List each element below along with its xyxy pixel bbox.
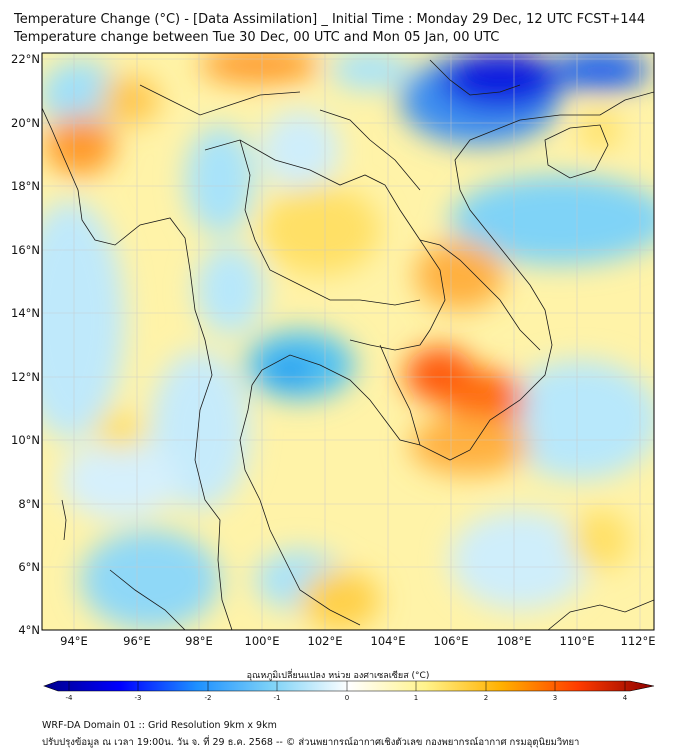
lat-label-20: 20°N [11, 116, 40, 130]
map-frame [41, 52, 655, 631]
lat-label-14: 14°N [11, 306, 40, 320]
lat-label-18: 18°N [11, 179, 40, 193]
lon-label-96: 96°E [123, 634, 151, 648]
map-title-line1: Temperature Change (°C) - [Data Assimila… [14, 12, 646, 27]
colorbar [43, 680, 655, 692]
lon-label-94: 94°E [60, 634, 88, 648]
temperature-field [42, 53, 654, 630]
colorbar-ticks [68, 681, 626, 691]
coastlines-borders [42, 59, 654, 630]
colorbar-tick-label: 2 [483, 694, 489, 702]
lon-label-110: 110°E [559, 634, 595, 648]
colorbar-tick-label: -2 [204, 694, 212, 702]
footer-update-info: ปรับปรุงข้อมูล ณ เวลา 19:00น. วัน จ. ที่… [42, 737, 580, 748]
map-title-line2: Temperature change between Tue 30 Dec, 0… [14, 30, 500, 45]
lon-label-102: 102°E [307, 634, 343, 648]
lon-label-100: 100°E [244, 634, 280, 648]
lat-label-4: 4°N [18, 623, 40, 637]
lat-label-8: 8°N [18, 497, 40, 511]
lon-label-98: 98°E [185, 634, 213, 648]
colorbar-tick-label: -1 [273, 694, 281, 702]
lon-label-108: 108°E [496, 634, 532, 648]
lat-label-6: 6°N [18, 560, 40, 574]
colorbar-tick-label: 4 [622, 694, 628, 702]
colorbar-tick-label: -4 [65, 694, 73, 702]
graticule [42, 53, 654, 630]
lat-label-12: 12°N [11, 370, 40, 384]
lat-label-22: 22°N [11, 52, 40, 66]
lon-label-112: 112°E [620, 634, 656, 648]
lon-label-104: 104°E [370, 634, 406, 648]
colorbar-tick-label: 3 [552, 694, 558, 702]
lon-label-106: 106°E [433, 634, 469, 648]
lat-label-16: 16°N [11, 243, 40, 257]
colorbar-tick-label: -3 [134, 694, 142, 702]
colorbar-tick-label: 0 [344, 694, 350, 702]
colorbar-tick-label: 1 [413, 694, 419, 702]
colorbar-title: อุณหภูมิเปลี่ยนแปลง หน่วย องศาเซลเซียส (… [246, 671, 430, 681]
footer-grid-info: WRF-DA Domain 01 :: Grid Resolution 9km … [42, 720, 277, 731]
lat-label-10: 10°N [11, 433, 40, 447]
